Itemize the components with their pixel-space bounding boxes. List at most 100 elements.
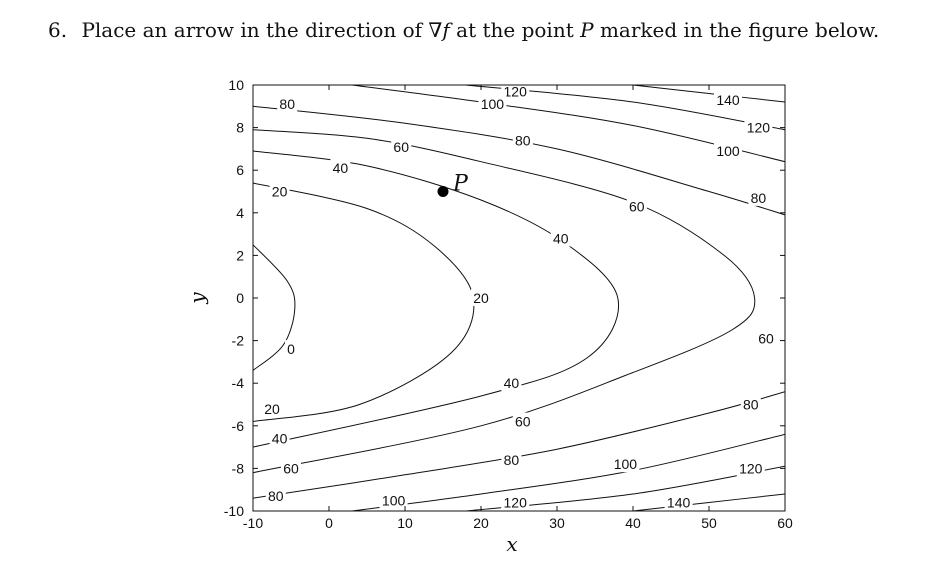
point-marker-group: P [437, 172, 469, 197]
contour-line-140a [632, 85, 785, 103]
y-tick-label: -2 [232, 333, 245, 349]
y-tick-label: 10 [228, 77, 244, 93]
contour-label-bg [285, 340, 297, 358]
contour-label: 60 [283, 460, 299, 476]
y-tick-label: 6 [236, 162, 244, 178]
contour-label-bg [265, 487, 286, 505]
contour-label: 40 [272, 431, 288, 447]
contour-label-bg [501, 374, 522, 392]
contour-label-bg [664, 493, 693, 511]
contour-line-140b [632, 493, 785, 511]
contour-label: 60 [515, 414, 531, 430]
contour-label: 120 [747, 120, 771, 136]
contour-label: 120 [504, 494, 528, 510]
contour-label: 0 [287, 341, 295, 357]
plot-frame [252, 84, 786, 512]
contour-label: 140 [716, 92, 740, 108]
y-tick-label: -4 [232, 375, 245, 391]
contour-label: 40 [333, 160, 349, 176]
contour-label-bg [471, 289, 491, 306]
contour-lines [253, 85, 785, 511]
contour-label: 40 [553, 230, 569, 246]
problem-text-after: marked in the figure below. [599, 18, 880, 42]
contour-line-80b [253, 391, 785, 499]
contour-label: 120 [504, 83, 528, 99]
contour-line-80a [253, 105, 785, 216]
contour-label-bg [501, 493, 530, 511]
x-tick-label: 0 [325, 515, 333, 531]
contour-label: 60 [629, 198, 645, 214]
contour-label-bg [501, 450, 522, 468]
y-axis-label: y [185, 292, 209, 305]
problem-point-name: P [580, 18, 594, 42]
contour-label: 100 [716, 143, 740, 159]
contour-label-bg [744, 118, 773, 136]
contour-label-bg [714, 90, 742, 108]
x-tick-label: -10 [243, 515, 263, 531]
contour-label-bg [512, 131, 533, 149]
contour-label-bg [512, 412, 533, 430]
contour-label: 60 [758, 330, 774, 346]
contour-label: 80 [515, 132, 531, 148]
contour-label: 20 [473, 290, 489, 306]
y-tick-label: 0 [236, 290, 244, 306]
gradient-symbol: ∇f [428, 18, 450, 42]
contour-label-bg [626, 197, 647, 215]
x-tick-label: 20 [473, 515, 489, 531]
contour-label-bg [379, 491, 408, 509]
contour-label: 80 [743, 397, 759, 413]
problem-text-mid: at the point [456, 18, 574, 42]
contour-label: 100 [614, 456, 638, 472]
x-tick-label: 10 [397, 515, 413, 531]
contour-line-0 [253, 244, 296, 371]
contour-label-bg [262, 399, 282, 417]
contour-line-100b [351, 433, 785, 511]
contour-label-bg [740, 395, 761, 413]
contour-label-bg [756, 329, 776, 347]
y-tick-label: 2 [236, 247, 244, 263]
y-tick-label: 8 [236, 120, 244, 136]
contour-label: 20 [264, 401, 280, 417]
contour-label-bg [714, 142, 742, 160]
contour-label: 80 [268, 488, 284, 504]
contour-label-bg [748, 188, 769, 206]
contour-line-40 [253, 150, 620, 448]
problem-statement: 6. Place an arrow in the direction of ∇f… [48, 18, 879, 42]
x-tick-label: 40 [625, 515, 641, 531]
contour-label: 60 [393, 139, 409, 155]
contour-label: 20 [272, 184, 288, 200]
x-tick-label: 60 [777, 515, 793, 531]
contour-line-60 [253, 129, 756, 474]
y-tick-label: -8 [232, 460, 245, 476]
contour-label-bg [736, 459, 765, 477]
contour-label: 80 [504, 452, 520, 468]
x-tick-label: 50 [701, 515, 717, 531]
contour-label-bg [478, 95, 507, 113]
contour-label: 140 [667, 494, 691, 510]
contour-label-bg [501, 82, 530, 100]
contour-label-bg [269, 182, 290, 200]
contour-label: 100 [481, 96, 505, 112]
contour-label-bg [281, 459, 301, 477]
contour-label: 100 [382, 492, 406, 508]
contour-label-bg [269, 429, 290, 447]
contour-label-bg [391, 137, 412, 155]
contour-label-bg [277, 95, 298, 113]
contour-line-20 [253, 182, 475, 422]
contour-label: 120 [739, 460, 763, 476]
y-tick-label: 4 [236, 205, 244, 221]
y-tick-label: -10 [224, 503, 244, 519]
x-tick-label: 30 [549, 515, 565, 531]
contour-label-bg [330, 159, 351, 177]
y-tick-label: -6 [232, 418, 245, 434]
contour-label-bg [550, 229, 571, 247]
point-p-marker [437, 186, 449, 197]
point-p-label: P [452, 172, 469, 197]
x-axis-label: x [506, 532, 517, 556]
problem-number: 6. [48, 18, 68, 42]
contour-label: 80 [751, 190, 767, 206]
contour-label: 80 [279, 96, 295, 112]
